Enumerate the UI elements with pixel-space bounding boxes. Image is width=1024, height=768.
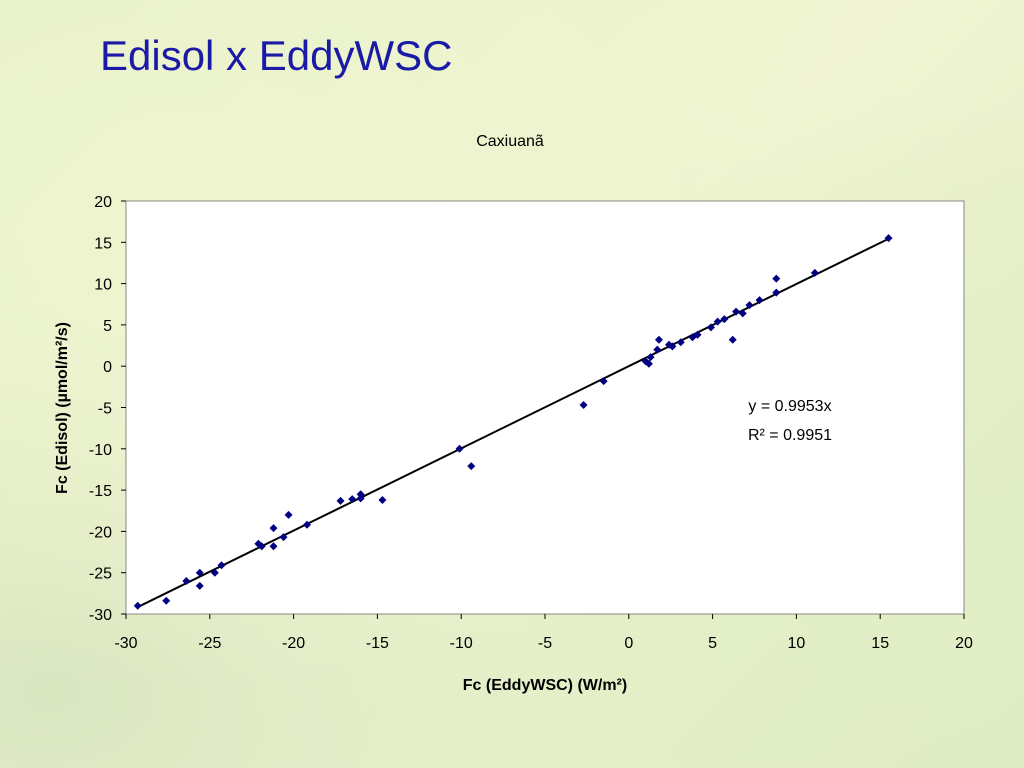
data-point [303,520,312,529]
x-tick-label: -15 [366,635,389,652]
data-point [720,315,729,324]
y-tick-label: 0 [103,359,112,376]
data-point [195,581,204,590]
x-tick-label: -10 [450,635,473,652]
data-point [646,353,655,362]
chart-title: Caxiuanã [476,133,544,150]
data-point [467,462,476,471]
x-tick-label: -30 [114,635,137,652]
x-tick-label: 20 [955,635,973,652]
y-tick-label: -25 [89,566,112,583]
x-tick-label: -20 [282,635,305,652]
data-point [668,342,677,351]
x-tick-label: 15 [871,635,889,652]
data-point [579,401,588,410]
y-tick-label: -15 [89,483,112,500]
data-point [706,323,715,332]
y-tick-label: -20 [89,524,112,541]
data-point [693,330,702,339]
data-point [336,496,345,505]
data-point [284,510,293,519]
data-point [217,561,226,570]
data-point [713,317,722,326]
data-point [210,568,219,577]
y-tick-label: -30 [89,607,112,624]
data-point [455,444,464,453]
data-point [772,274,781,283]
data-point [269,542,278,551]
x-tick-label: 5 [708,635,717,652]
data-point [755,296,764,305]
data-point [269,524,278,533]
y-tick-label: -10 [89,442,112,459]
y-axis-label: Fc (Edisol) (µmol/m²/s) [54,322,71,494]
x-tick-label: 0 [624,635,633,652]
annotation: y = 0.9953x [748,398,831,415]
data-point [599,377,608,386]
data-point [728,335,737,344]
data-point [745,301,754,310]
data-point [162,596,171,605]
data-point [654,335,663,344]
data-point [182,576,191,585]
x-tick-label: -5 [538,635,552,652]
y-tick-label: 10 [94,277,112,294]
data-point [644,359,653,368]
data-point [732,307,741,316]
data-point [738,309,747,318]
x-tick-label: 10 [788,635,806,652]
data-point [356,494,365,503]
data-point [348,495,357,504]
data-point [257,542,266,551]
data-point [279,533,288,542]
y-tick-label: -5 [98,401,112,418]
x-axis-label: Fc (EddyWSC) (W/m²) [463,677,627,694]
annotation: R² = 0.9951 [748,427,832,444]
x-tick-label: -25 [198,635,221,652]
data-point [195,568,204,577]
y-tick-label: 20 [94,194,112,211]
data-point [356,490,365,499]
slide-title: Edisol x EddyWSC [100,32,452,79]
data-point [810,268,819,277]
y-tick-label: 15 [94,235,112,252]
y-tick-label: 5 [103,318,112,335]
data-point [378,496,387,505]
data-point [133,601,142,610]
data-point [676,338,685,347]
data-point [884,234,893,243]
data-point [653,345,662,354]
data-point [772,288,781,297]
